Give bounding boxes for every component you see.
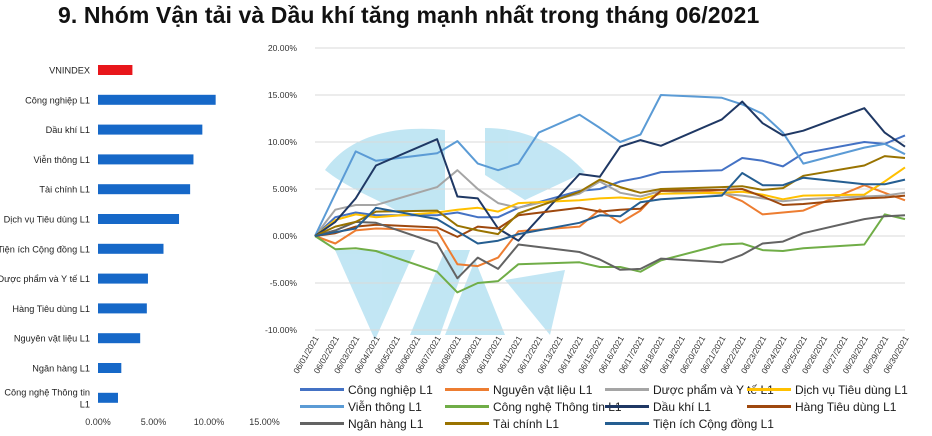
bar-x-tick-label: 15.00% [249, 417, 280, 427]
bar-tai-chinh-l1 [98, 184, 191, 195]
watermark-logo [325, 128, 585, 340]
watermark-shape [485, 128, 585, 200]
bar-vnindex [98, 65, 133, 75]
bar-x-tick-label: 10.00% [194, 417, 225, 427]
bar-label: L1 [80, 399, 90, 409]
legend-swatch [605, 388, 649, 392]
series-line-hang-tieu-dung-l1 [314, 188, 906, 238]
bar-x-tick-label: 0.00% [85, 417, 111, 427]
legend-label: Công nghiệp L1 [348, 383, 433, 397]
bar-dau-khi-l1 [98, 124, 203, 135]
bar-cong-nghe-thong-tin-l1 [98, 392, 118, 403]
y-tick-label: 20.00% [268, 43, 298, 53]
legend-label: Dược phẩm và Y tế L1 [653, 383, 774, 397]
legend-item-hang-tieu-dung-l1: Hàng Tiêu dùng L1 [747, 400, 896, 414]
legend-swatch [605, 405, 649, 409]
series-line-dich-vu-tieu-dung-l1 [314, 166, 906, 237]
bar-label: Dầu khí L1 [46, 125, 90, 135]
bar-x-tick-label: 5.00% [141, 417, 167, 427]
line-chart-legend: Công nghiệp L1 Nguyên vật liệu L1 Dược phẩ… [300, 383, 932, 436]
bar-hang-tieu-dung-l1 [98, 303, 147, 314]
legend-item-ngan-hang-l1: Ngân hàng L1 [300, 417, 423, 431]
legend-label: Nguyên vật liệu L1 [493, 383, 593, 397]
bar-label: Dược phẩm và Y tế L1 [0, 274, 90, 284]
legend-label: Ngân hàng L1 [348, 417, 424, 431]
legend-item-duoc-pham-va-y-te-l1: Dược phẩm và Y tế L1 [605, 383, 774, 397]
y-tick-label: 5.00% [273, 184, 298, 194]
y-tick-label: -5.00% [270, 278, 298, 288]
y-tick-label: 10.00% [268, 137, 298, 147]
watermark-shape [410, 250, 470, 335]
chart-title: 9. Nhóm Vận tải và Dầu khí tăng mạnh nhấ… [58, 2, 760, 28]
watermark-shape [325, 128, 445, 210]
legend-label: Tài chính L1 [493, 417, 560, 431]
bar-dich-vu-tieu-dung-l1 [98, 214, 180, 224]
bar-label: VNINDEX [49, 66, 90, 76]
bar-label: Ngân hàng L1 [32, 364, 90, 374]
bar-label: Hàng Tiêu dùng L1 [12, 304, 90, 314]
legend-swatch [300, 405, 344, 409]
bar-ngan-hang-l1 [98, 363, 122, 373]
legend-swatch [445, 405, 489, 409]
legend-swatch [747, 405, 791, 409]
legend-swatch [300, 422, 344, 426]
bar-label: Tiện ích Cộng đồng L1 [0, 244, 90, 254]
y-tick-label: 15.00% [268, 90, 298, 100]
legend-item-tien-ich-cong-dong-l1: Tiện ích Cộng đồng L1 [605, 417, 774, 431]
legend-item-dau-khi-l1: Dầu khí L1 [605, 400, 711, 414]
y-tick-label: 0.00% [273, 231, 298, 241]
bar-chart: VNINDEX Công nghiệp L1 Dầu khí L1 Viễn thôn… [0, 65, 280, 427]
series-line-tien-ich-cong-dong-l1 [314, 172, 906, 245]
watermark-shape [445, 260, 505, 335]
series-line-duoc-pham-va-y-te-l1 [314, 169, 906, 237]
watermark-shape [505, 270, 565, 335]
bar-duoc-pham-va-y-te-l1 [98, 273, 148, 284]
bar-label: Dịch vụ Tiêu dùng L1 [4, 215, 90, 225]
legend-label: Hàng Tiêu dùng L1 [795, 400, 897, 414]
legend-swatch [300, 388, 344, 392]
legend-swatch [605, 422, 649, 426]
legend-item-cong-nghe-thong-tin-l1: Công nghệ Thông tin L1 [445, 400, 622, 414]
legend-item-vien-thong-l1: Viễn thông L1 [300, 400, 422, 414]
series-line-dau-khi-l1 [314, 100, 906, 242]
legend-label: Công nghệ Thông tin L1 [493, 400, 622, 414]
bar-label: Công nghiệp L1 [25, 95, 90, 105]
watermark-shape [335, 250, 415, 340]
bar-label: Viễn thông L1 [33, 155, 90, 165]
bar-vien-thong-l1 [98, 154, 194, 165]
bar-label: Tài chính L1 [39, 185, 90, 195]
series-line-vien-thong-l1 [314, 94, 906, 237]
series-line-ngan-hang-l1 [314, 214, 906, 280]
legend-item-cong-nghiep-l1: Công nghiệp L1 [300, 383, 433, 397]
bar-label: Công nghệ Thông tin [4, 387, 90, 397]
legend-swatch [747, 388, 791, 392]
bar-cong-nghiep-l1 [98, 94, 216, 105]
y-tick-label: -10.00% [265, 325, 297, 335]
legend-label: Tiện ích Cộng đồng L1 [653, 417, 774, 431]
legend-item-dich-vu-tieu-dung-l1: Dịch vụ Tiêu dùng L1 [747, 383, 908, 397]
series-line-cong-nghe-thong-tin-l1 [314, 213, 906, 294]
bar-nguyen-vat-lieu-l1 [98, 333, 141, 344]
legend-swatch [445, 422, 489, 426]
bar-tien-ich-cong-dong-l1 [98, 243, 164, 254]
bar-label: Nguyên vật liệu L1 [14, 334, 90, 344]
legend-label: Viễn thông L1 [348, 400, 422, 414]
legend-swatch [445, 388, 489, 392]
legend-label: Dịch vụ Tiêu dùng L1 [795, 383, 908, 397]
legend-item-nguyen-vat-lieu-l1: Nguyên vật liệu L1 [445, 383, 592, 397]
legend-item-tai-chinh-l1: Tài chính L1 [445, 417, 559, 431]
legend-label: Dầu khí L1 [653, 400, 712, 414]
